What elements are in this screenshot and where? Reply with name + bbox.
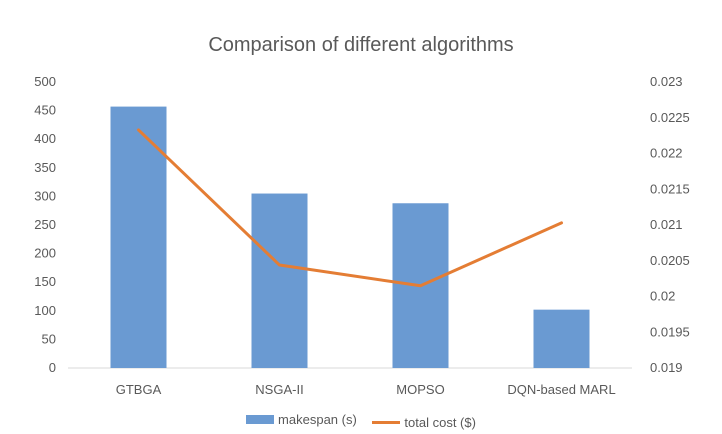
y-left-tick-label: 400 xyxy=(34,131,56,146)
legend-label-makespan: makespan (s) xyxy=(278,412,357,427)
x-category-label: DQN-based MARL xyxy=(507,382,615,397)
line-total-cost xyxy=(137,128,563,288)
x-category-label: GTBGA xyxy=(116,382,162,397)
y-left-tick-label: 100 xyxy=(34,303,56,318)
y-left-tick-label: 450 xyxy=(34,103,56,118)
chart-title: Comparison of different algorithms xyxy=(208,34,514,56)
legend-item-total-cost: total cost ($) xyxy=(372,415,476,430)
y-left-tick-label: 50 xyxy=(42,331,56,346)
y-left-tick-label: 300 xyxy=(34,188,56,203)
legend-swatch-line xyxy=(372,421,401,424)
y-right-tick-label: 0.02 xyxy=(650,289,675,304)
y-right-tick-label: 0.022 xyxy=(650,146,683,161)
y-left-tick-label: 350 xyxy=(34,160,56,175)
legend-swatch-bar xyxy=(246,415,275,424)
y-left-tick-label: 500 xyxy=(34,74,56,89)
y-left-tick-label: 200 xyxy=(34,246,56,261)
y-right-tick-label: 0.0215 xyxy=(650,181,690,196)
y-left-tick-label: 150 xyxy=(34,274,56,289)
y-right-tick-label: 0.019 xyxy=(650,360,683,375)
x-category-label: NSGA-II xyxy=(255,382,303,397)
legend-item-makespan: makespan (s) xyxy=(246,412,357,427)
y-right-tick-label: 0.0225 xyxy=(650,110,690,125)
bar-gtbga xyxy=(110,106,167,368)
y-left-tick-label: 0 xyxy=(49,360,56,375)
bar-nsga-ii xyxy=(251,193,308,368)
x-category-label: MOPSO xyxy=(396,382,444,397)
y-right-tick-label: 0.0205 xyxy=(650,253,690,268)
y-right-tick-label: 0.023 xyxy=(650,74,683,89)
y-right-tick-label: 0.021 xyxy=(650,217,683,232)
bar-dqn-based-marl xyxy=(533,309,590,368)
legend-label-total-cost: total cost ($) xyxy=(404,415,476,430)
y-right-tick-label: 0.0195 xyxy=(650,324,690,339)
legend: makespan (s) total cost ($) xyxy=(0,412,722,430)
y-left-tick-label: 250 xyxy=(34,217,56,232)
